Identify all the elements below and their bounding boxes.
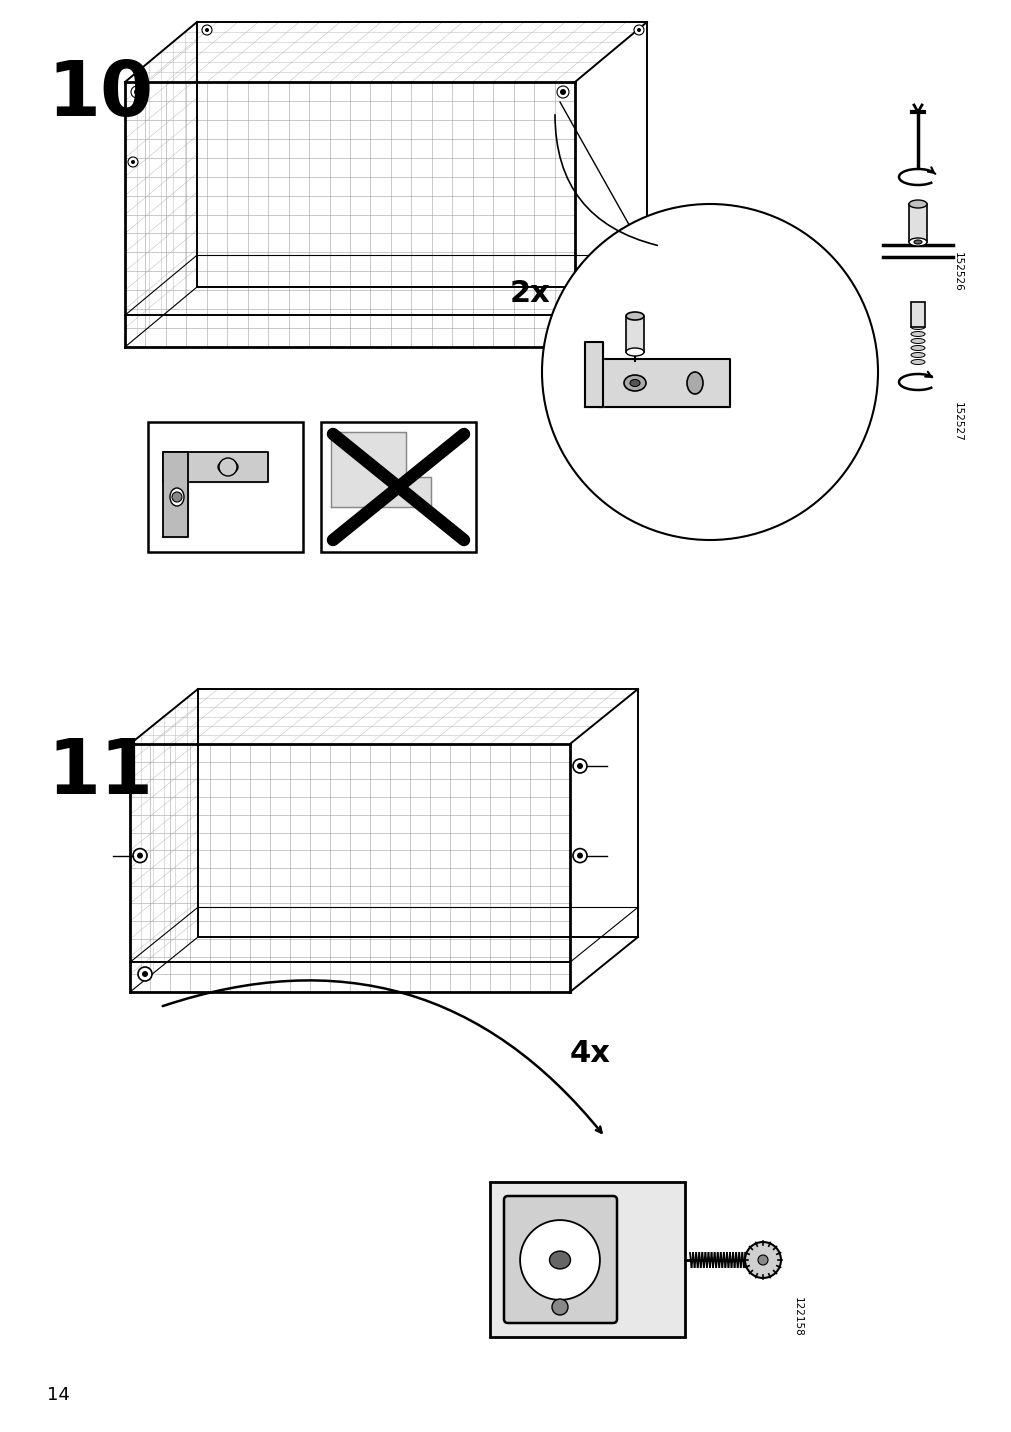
Ellipse shape (626, 312, 643, 319)
Circle shape (576, 852, 582, 859)
Text: 10: 10 (47, 59, 153, 132)
Circle shape (142, 971, 148, 977)
Bar (320, 422, 475, 551)
Ellipse shape (910, 352, 924, 358)
Ellipse shape (626, 348, 643, 357)
Ellipse shape (913, 241, 921, 243)
Polygon shape (600, 359, 729, 407)
Ellipse shape (910, 359, 924, 365)
Ellipse shape (908, 238, 926, 246)
Circle shape (576, 763, 582, 769)
Circle shape (130, 160, 134, 165)
Ellipse shape (624, 375, 645, 391)
Ellipse shape (686, 372, 703, 394)
Circle shape (520, 1220, 600, 1300)
Bar (626, 316, 643, 352)
Circle shape (572, 759, 586, 773)
Ellipse shape (170, 488, 184, 505)
Circle shape (218, 458, 237, 475)
FancyBboxPatch shape (503, 1196, 617, 1323)
Circle shape (572, 849, 586, 862)
Ellipse shape (910, 331, 924, 337)
Circle shape (130, 86, 143, 97)
Ellipse shape (910, 345, 924, 351)
Bar (148, 422, 302, 551)
Circle shape (137, 967, 152, 981)
Text: 14: 14 (47, 1386, 70, 1403)
Circle shape (202, 24, 211, 34)
Circle shape (633, 24, 643, 34)
Circle shape (132, 849, 147, 862)
Circle shape (556, 86, 568, 97)
Circle shape (559, 89, 565, 95)
Ellipse shape (630, 379, 639, 387)
Circle shape (172, 493, 182, 503)
Bar (910, 302, 924, 326)
Circle shape (551, 1299, 567, 1315)
Polygon shape (163, 453, 188, 537)
Ellipse shape (910, 338, 924, 344)
Bar (908, 203, 926, 242)
Text: 11: 11 (47, 736, 153, 811)
Ellipse shape (908, 200, 926, 208)
Ellipse shape (217, 460, 238, 474)
Text: 122158: 122158 (793, 1297, 802, 1337)
Circle shape (757, 1254, 767, 1264)
Circle shape (542, 203, 878, 540)
Circle shape (205, 29, 209, 32)
Polygon shape (584, 342, 603, 407)
Circle shape (127, 158, 137, 168)
Ellipse shape (549, 1252, 570, 1269)
Text: 152526: 152526 (952, 252, 962, 292)
Circle shape (744, 1242, 780, 1277)
Polygon shape (331, 432, 431, 507)
Text: 152527: 152527 (952, 402, 962, 442)
Text: 2x: 2x (510, 279, 550, 308)
Ellipse shape (910, 325, 924, 329)
Bar (489, 1181, 684, 1337)
Circle shape (136, 852, 143, 859)
Polygon shape (163, 453, 268, 483)
Circle shape (133, 89, 140, 95)
Text: 4x: 4x (569, 1040, 611, 1068)
Circle shape (636, 29, 640, 32)
